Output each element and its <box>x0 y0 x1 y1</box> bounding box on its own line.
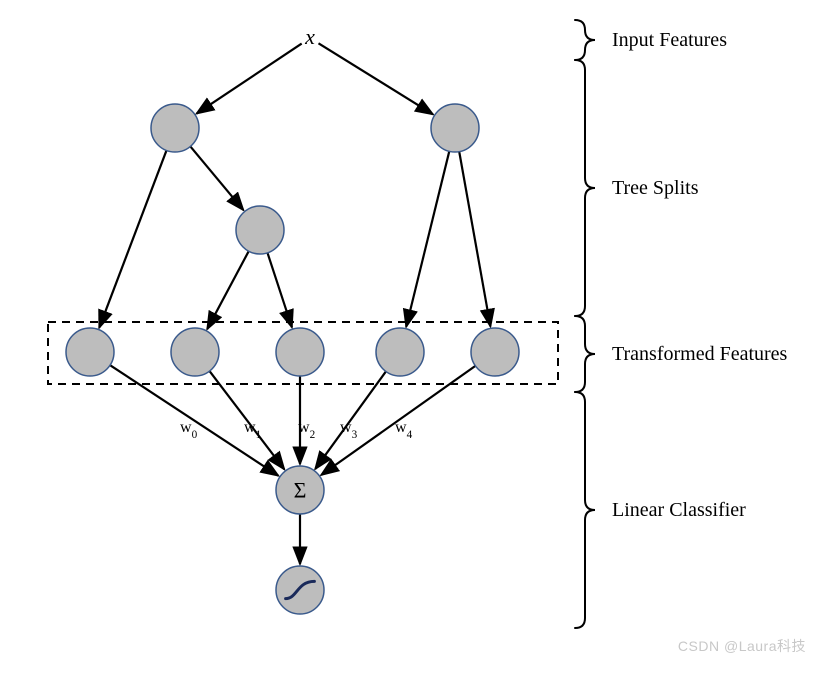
section-label-3: Linear Classifier <box>612 499 746 521</box>
section-label-1: Tree Splits <box>612 177 699 199</box>
section-label-2: Transformed Features <box>612 343 788 365</box>
weight-labels: w0w1w2w3w4 <box>180 419 413 441</box>
section-braces <box>575 20 595 628</box>
node-t3 <box>236 206 284 254</box>
node-leaf2 <box>276 328 324 376</box>
section-labels: Input Features Tree Splits Transformed Fea… <box>612 29 788 521</box>
brace-2 <box>575 316 595 392</box>
node-input_x: x <box>304 24 315 49</box>
node-leaf1 <box>171 328 219 376</box>
node-glyph-sigma: Σ <box>294 478 307 503</box>
weight-label-3: w3 <box>340 419 358 441</box>
node-t1 <box>151 104 199 152</box>
edge-t1-t3 <box>190 146 243 210</box>
weight-label-4: w4 <box>395 419 413 441</box>
weight-label-1: w1 <box>244 419 261 441</box>
edge-input_x-t1 <box>197 44 302 114</box>
edge-t3-leaf1 <box>207 251 248 329</box>
section-label-0: Input Features <box>612 29 727 51</box>
weight-label-0: w0 <box>180 419 198 441</box>
edge-t2-leaf3 <box>406 151 449 326</box>
edge-input_x-t2 <box>318 43 432 114</box>
gbdt-lr-diagram: xΣ w0w1w2w3w4 Input FeaturesTree SplitsT… <box>0 0 826 676</box>
brace-1 <box>575 60 595 316</box>
node-leaf3 <box>376 328 424 376</box>
node-t2 <box>431 104 479 152</box>
node-leaf4 <box>471 328 519 376</box>
node-sigmoid <box>276 566 324 614</box>
edge-t3-leaf2 <box>267 253 291 327</box>
edge-t2-leaf4 <box>459 152 490 327</box>
node-leaf0 <box>66 328 114 376</box>
brace-0 <box>575 20 595 60</box>
brace-3 <box>575 392 595 628</box>
nodes: xΣ <box>66 24 519 614</box>
edge-t1-leaf0 <box>99 150 166 327</box>
